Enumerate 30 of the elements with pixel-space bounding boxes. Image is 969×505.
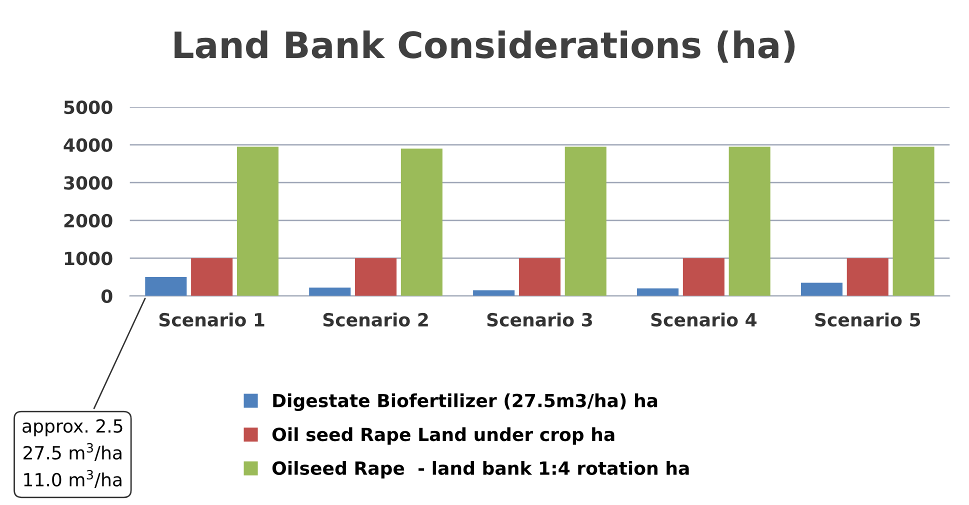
bar <box>846 258 888 296</box>
bar <box>518 258 560 296</box>
legend-label: Oilseed Rape - land bank 1:4 rotation ha <box>272 460 689 478</box>
bar <box>191 258 233 296</box>
y-tick-label: 4000 <box>64 138 112 152</box>
bar <box>637 288 679 296</box>
y-tick-label: 3000 <box>64 176 112 190</box>
legend-label: Digestate Biofertilizer (27.5m3/ha) ha <box>273 393 658 412</box>
x-tick-label: Scenario 4 <box>651 312 757 327</box>
chart-title: Land Bank Considerations (ha) <box>174 30 795 63</box>
bar <box>682 258 724 296</box>
bar <box>309 288 351 296</box>
x-tick-label: Scenario 1 <box>159 312 264 327</box>
x-tick-label: Scenario 5 <box>815 312 920 327</box>
bar <box>236 146 278 296</box>
bar <box>892 146 934 296</box>
y-tick-label: 2000 <box>64 214 112 228</box>
legend-label: Oil seed Rape Land under crop ha <box>272 427 614 445</box>
x-tick-label: Scenario 2 <box>323 312 428 327</box>
bar <box>355 258 397 296</box>
bar <box>564 146 606 296</box>
bar <box>800 282 843 296</box>
y-tick-label: 5000 <box>64 100 112 114</box>
bar <box>145 277 187 296</box>
y-tick-label: 0 <box>101 289 112 304</box>
x-tick-label: Scenario 3 <box>487 312 592 327</box>
bar <box>400 148 442 296</box>
bar <box>728 146 770 296</box>
y-tick-label: 1000 <box>64 252 112 266</box>
text: approx. 2.5 27.5 m$^{3}$/ha 11.0 m$^{3}$/ha <box>22 419 122 488</box>
